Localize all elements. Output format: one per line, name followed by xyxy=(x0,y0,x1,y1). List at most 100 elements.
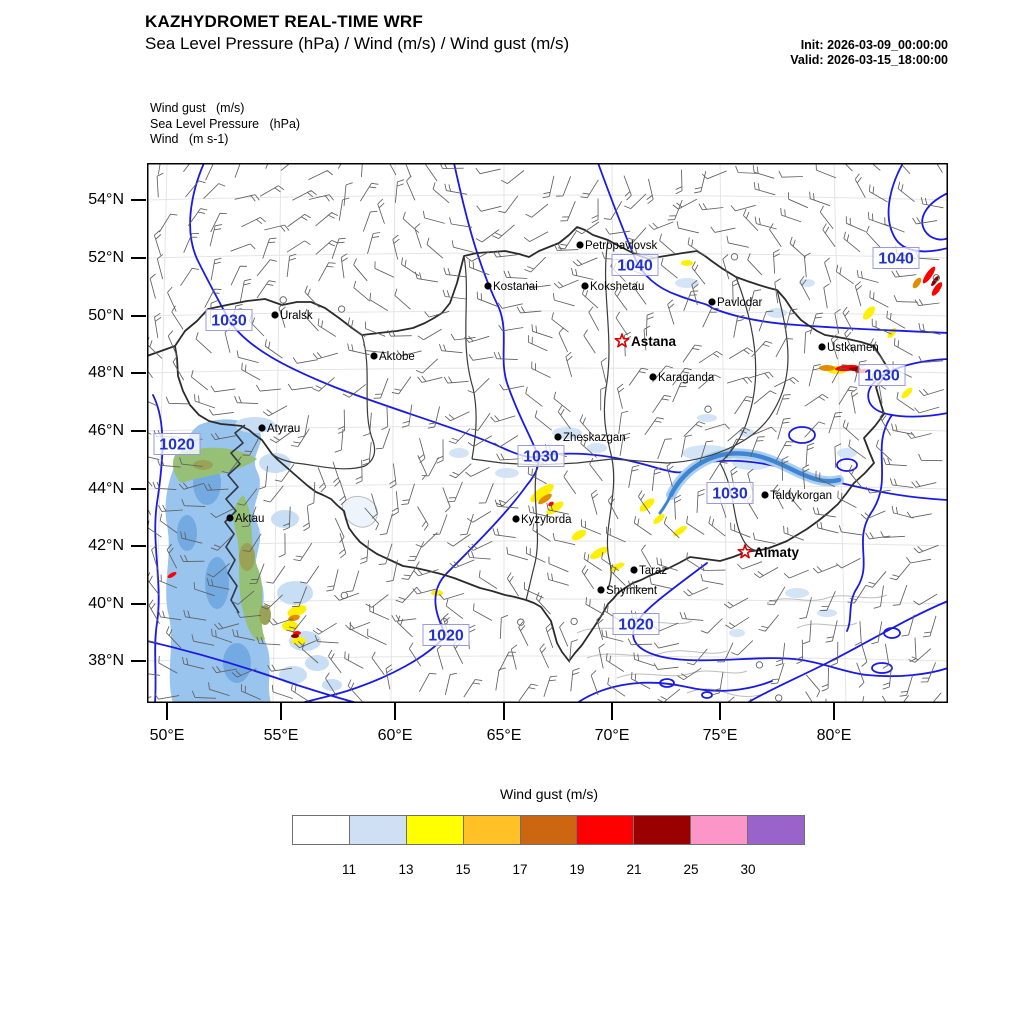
isobar-label: 1030 xyxy=(517,445,565,467)
city-label: Atyrau xyxy=(267,423,300,435)
city-aktau: Aktau xyxy=(226,513,264,525)
city-label: Ustkamen xyxy=(827,342,879,354)
valid-time: Valid: 2026-03-15_18:00:00 xyxy=(790,53,948,67)
lat-tick-label: 52°N xyxy=(88,249,124,266)
lat-tick-mark xyxy=(131,372,146,374)
city-label: Uralsk xyxy=(280,310,313,322)
colorbar-cell xyxy=(520,815,578,845)
lat-tick-mark xyxy=(131,488,146,490)
lon-tick-mark xyxy=(503,703,505,720)
city-uralsk: Uralsk xyxy=(271,310,313,322)
lat-tick-label: 42°N xyxy=(88,537,124,554)
lat-tick-mark xyxy=(131,315,146,317)
graticule-layer xyxy=(147,163,948,703)
city-kostanai: Kostanai xyxy=(484,281,538,293)
city-label: Aktau xyxy=(235,513,264,525)
city-label: Almaty xyxy=(754,545,800,560)
colorbar-tick-label: 25 xyxy=(683,862,699,877)
colorbar-cell xyxy=(463,815,521,845)
isobar-label: 1020 xyxy=(153,433,201,455)
colorbar-cell xyxy=(577,815,635,845)
city-almaty: Almaty xyxy=(737,544,800,560)
lon-tick-mark xyxy=(394,703,396,720)
city-label: Kostanai xyxy=(493,281,538,293)
city-dot-icon xyxy=(649,373,657,381)
colorbar-cell xyxy=(406,815,464,845)
city-shymkent: Shymkent xyxy=(597,585,658,597)
city-label: Karaganda xyxy=(658,372,715,384)
colorbar-cell xyxy=(691,815,749,845)
lon-tick-mark xyxy=(833,703,835,720)
isobar-value: 1040 xyxy=(878,251,914,268)
lake-balkhash xyxy=(658,448,844,515)
city-dot-icon xyxy=(554,433,562,441)
init-time: Init: 2026-03-09_00:00:00 xyxy=(800,38,948,52)
lat-tick-mark xyxy=(131,545,146,547)
lat-tick-mark xyxy=(131,660,146,662)
isobar-value: 1040 xyxy=(617,258,653,275)
isobar-value: 1020 xyxy=(159,437,195,454)
city-label: Taldykorgan xyxy=(770,490,832,502)
colorbar-cell xyxy=(349,815,407,845)
isobar-value: 1030 xyxy=(864,368,900,385)
city-dot-icon xyxy=(484,282,492,290)
lon-tick-label: 70°E xyxy=(594,727,630,744)
lon-tick-mark xyxy=(719,703,721,720)
isobar-label: 1030 xyxy=(706,482,754,504)
isobar-label: 1020 xyxy=(422,624,470,646)
lat-tick-label: 48°N xyxy=(88,364,124,381)
lon-tick-label: 65°E xyxy=(486,727,522,744)
lon-tick-label: 50°E xyxy=(149,727,185,744)
isobar-label: 1040 xyxy=(872,247,920,269)
lat-tick-label: 44°N xyxy=(88,480,124,497)
lon-tick-label: 75°E xyxy=(702,727,738,744)
lat-tick-label: 40°N xyxy=(88,595,124,612)
weather-map: 1040 1040 1030 1030 1030 1030 1020 1020 1020 Pet… xyxy=(147,163,948,703)
lat-tick-mark xyxy=(131,199,146,201)
colorbar-title: Wind gust (m/s) xyxy=(499,786,598,802)
isobar-label: 1020 xyxy=(612,613,660,635)
colorbar-tick-label: 13 xyxy=(398,862,414,877)
cities-layer: Petropavlovsk Kostanai Kokshetau Pavlodar Ur… xyxy=(226,240,879,597)
caspian-coastline xyxy=(224,424,246,614)
isobar-value: 1020 xyxy=(618,617,654,634)
colorbar-tick-label: 17 xyxy=(512,862,528,877)
city-dot-icon xyxy=(818,343,826,351)
lon-tick-label: 60°E xyxy=(377,727,413,744)
city-taraz: Taraz xyxy=(630,565,667,577)
city-dot-icon xyxy=(576,241,584,249)
lon-tick-mark xyxy=(166,703,168,720)
isobar-labels-layer: 1040 1040 1030 1030 1030 1030 1020 1020 1020 xyxy=(153,247,920,646)
layer-legend-gust: Wind gust (m/s) xyxy=(150,101,245,115)
city-dot-icon xyxy=(581,282,589,290)
city-petropavlovsk: Petropavlovsk xyxy=(576,240,657,252)
city-ustkamen: Ustkamen xyxy=(818,342,879,354)
city-kokshetau: Kokshetau xyxy=(581,281,644,293)
city-label: Kyzylorda xyxy=(521,514,572,526)
city-dot-icon xyxy=(630,566,638,574)
colorbar-tick-label: 21 xyxy=(626,862,642,877)
isobar-value: 1020 xyxy=(428,628,464,645)
page-subtitle: Sea Level Pressure (hPa) / Wind (m/s) / … xyxy=(145,34,570,53)
city-label: Aktobe xyxy=(379,351,415,363)
city-dot-icon xyxy=(258,424,266,432)
lat-tick-mark xyxy=(131,430,146,432)
city-label: Shymkent xyxy=(606,585,658,597)
colorbar-tick-label: 30 xyxy=(740,862,756,877)
city-dot-icon xyxy=(271,311,279,319)
colorbar-cell xyxy=(748,815,806,845)
city-dot-icon xyxy=(708,298,716,306)
lon-tick-label: 55°E xyxy=(263,727,299,744)
isobar-value: 1030 xyxy=(712,486,748,503)
city-atyrau: Atyrau xyxy=(258,423,300,435)
isobar-label: 1030 xyxy=(205,309,253,331)
lat-tick-mark xyxy=(131,257,146,259)
isobar-value: 1030 xyxy=(523,449,559,466)
page-title: KAZHYDROMET REAL-TIME WRF xyxy=(145,12,423,31)
city-label: Pavlodar xyxy=(717,297,763,309)
lon-tick-label: 80°E xyxy=(816,727,852,744)
lat-tick-mark xyxy=(131,603,146,605)
model-run-info: Init: 2026-03-09_00:00:00 Valid: 2026-03… xyxy=(790,38,948,68)
city-kyzylorda: Kyzylorda xyxy=(512,514,572,526)
city-label: Kokshetau xyxy=(590,281,644,293)
